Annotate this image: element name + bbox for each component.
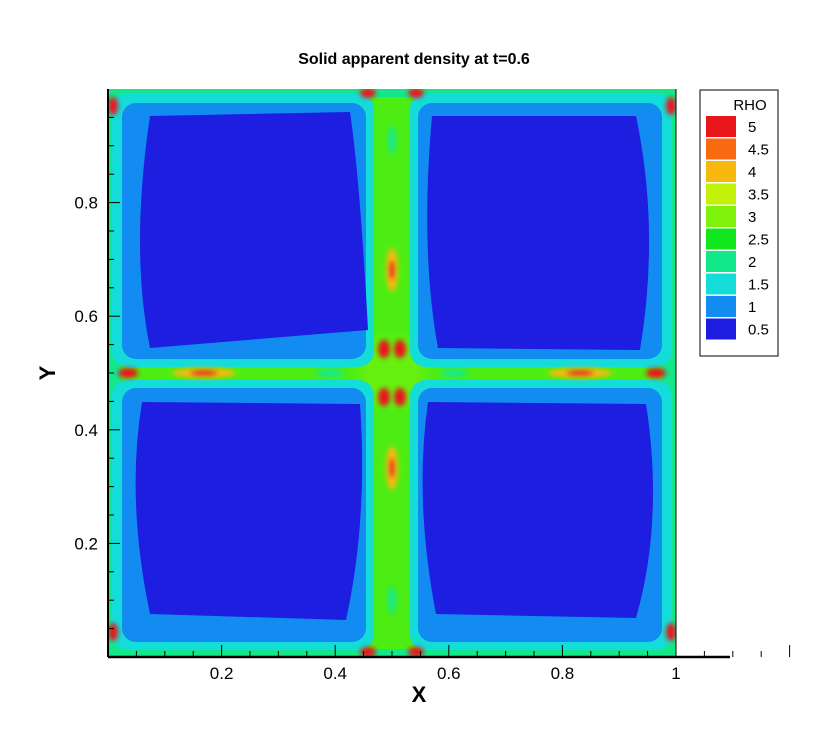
chart-title: Solid apparent density at t=0.6 [298, 51, 530, 68]
x-tick-label: 0.4 [323, 664, 347, 683]
top-edge-band [108, 89, 676, 97]
legend-swatch [706, 251, 736, 272]
legend-level-label: 2 [748, 254, 756, 271]
legend-swatch [706, 273, 736, 295]
legend-level-label: 4 [748, 164, 756, 181]
block-bottom-left [112, 380, 374, 650]
x-tick-label: 0.8 [551, 664, 575, 683]
legend-level-label: 4.5 [748, 142, 769, 159]
legend-swatch [706, 161, 736, 182]
block-bottom-right [410, 380, 672, 650]
block-top-left [112, 93, 374, 367]
contour-field [108, 89, 676, 657]
y-tick-label: 0.8 [74, 194, 98, 213]
y-tick-label: 0.4 [74, 421, 98, 440]
x-ticks: 0.2 0.4 0.6 0.8 1 [135, 645, 791, 683]
legend-swatch [706, 296, 736, 317]
legend-swatch [706, 206, 736, 227]
y-tick-label: 0.2 [74, 534, 98, 553]
y-axis-label: Y [35, 365, 60, 380]
legend-swatch [706, 183, 736, 205]
legend-swatch [706, 228, 736, 250]
x-axis-label: X [412, 682, 427, 707]
x-tick-label: 0.2 [210, 664, 234, 683]
y-tick-label: 0.6 [74, 307, 98, 326]
legend-swatch [706, 116, 736, 137]
legend-level-label: 1.5 [748, 277, 769, 294]
block-top-right [410, 93, 672, 367]
hot-spots [108, 89, 676, 657]
legend-title: RHO [733, 97, 766, 114]
axes: 0.2 0.4 0.6 0.8 1 0.2 0.4 0.6 0.8 [74, 89, 791, 683]
y-ticks: 0.2 0.4 0.6 0.8 [74, 116, 120, 630]
legend-level-label: 3.5 [748, 187, 769, 204]
legend-level-label: 2.5 [748, 232, 769, 249]
legend-swatch [706, 318, 736, 340]
legend-level-label: 5 [748, 119, 756, 136]
legend-level-label: 1 [748, 299, 756, 316]
x-tick-label: 1 [671, 664, 680, 683]
x-tick-label: 0.6 [437, 664, 461, 683]
legend-level-label: 3 [748, 209, 756, 226]
legend-level-label: 0.5 [748, 322, 769, 339]
colorbar-legend: RHO 5 4.5 4 3.5 3 2.5 2 1.5 1 0.5 [699, 89, 779, 357]
legend-swatch [706, 138, 736, 160]
legend-items: 5 4.5 4 3.5 3 2.5 2 1.5 1 0.5 [706, 116, 769, 340]
